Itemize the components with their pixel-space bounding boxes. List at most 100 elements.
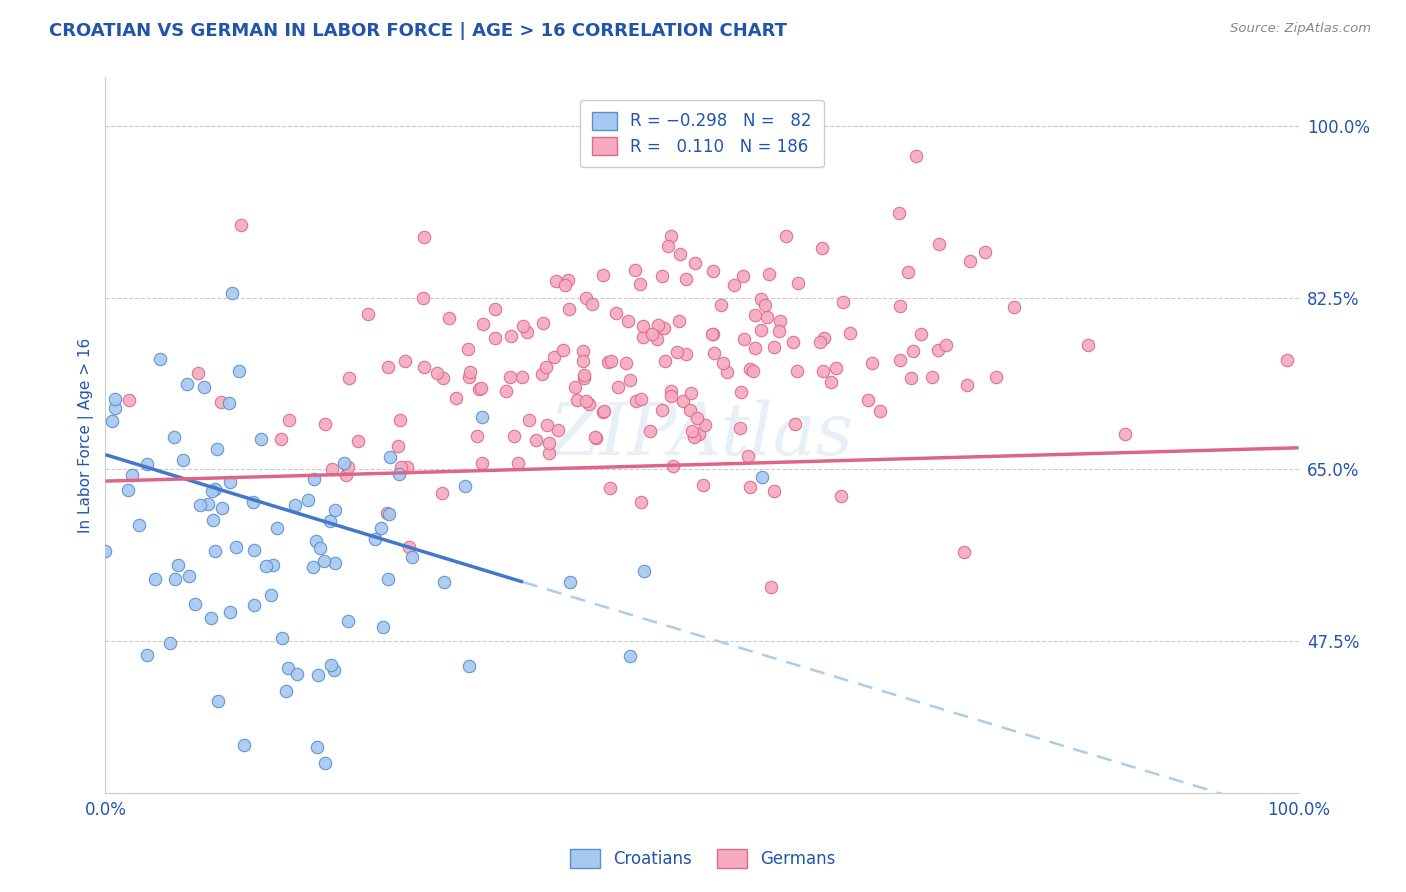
Text: Source: ZipAtlas.com: Source: ZipAtlas.com bbox=[1230, 22, 1371, 36]
Point bbox=[117, 483, 139, 498]
Point bbox=[953, 545, 976, 559]
Point bbox=[887, 205, 910, 219]
Point bbox=[928, 236, 950, 251]
Point bbox=[600, 353, 623, 368]
Point bbox=[242, 542, 264, 557]
Point bbox=[666, 344, 689, 359]
Point bbox=[659, 229, 682, 244]
Point bbox=[631, 330, 654, 344]
Point bbox=[219, 475, 242, 490]
Point bbox=[228, 364, 250, 378]
Point bbox=[104, 401, 127, 416]
Point bbox=[308, 541, 330, 555]
Point bbox=[617, 314, 640, 328]
Point bbox=[159, 636, 181, 650]
Point bbox=[606, 380, 628, 394]
Point bbox=[599, 481, 621, 495]
Point bbox=[377, 507, 399, 521]
Point bbox=[1114, 427, 1136, 442]
Point bbox=[869, 404, 891, 418]
Point bbox=[270, 432, 292, 446]
Point bbox=[526, 433, 548, 447]
Point bbox=[651, 268, 673, 283]
Point bbox=[749, 292, 772, 306]
Point bbox=[662, 459, 685, 474]
Point bbox=[820, 375, 842, 389]
Point bbox=[229, 219, 252, 233]
Point bbox=[531, 316, 554, 330]
Point bbox=[337, 371, 360, 385]
Point bbox=[900, 371, 922, 385]
Point bbox=[1275, 353, 1298, 368]
Legend: Croatians, Germans: Croatians, Germans bbox=[564, 843, 842, 875]
Point bbox=[647, 318, 669, 332]
Point bbox=[307, 668, 329, 682]
Point bbox=[484, 331, 506, 345]
Point bbox=[314, 756, 336, 771]
Point bbox=[825, 361, 848, 376]
Point bbox=[860, 356, 883, 370]
Point bbox=[619, 373, 641, 387]
Point bbox=[723, 277, 745, 292]
Point bbox=[94, 544, 117, 558]
Point bbox=[652, 320, 675, 334]
Point bbox=[337, 614, 360, 628]
Point bbox=[323, 663, 346, 677]
Point bbox=[172, 453, 194, 467]
Point bbox=[200, 611, 222, 625]
Point bbox=[921, 370, 943, 384]
Point bbox=[741, 363, 763, 377]
Point bbox=[628, 277, 651, 291]
Point bbox=[401, 549, 423, 564]
Point bbox=[262, 558, 284, 572]
Point bbox=[302, 560, 325, 574]
Point bbox=[592, 268, 614, 282]
Point bbox=[657, 239, 679, 253]
Point bbox=[744, 309, 766, 323]
Point bbox=[204, 482, 226, 496]
Point bbox=[897, 265, 920, 279]
Point bbox=[581, 297, 603, 311]
Point bbox=[163, 572, 186, 586]
Point bbox=[730, 385, 752, 400]
Point bbox=[654, 353, 676, 368]
Point bbox=[551, 343, 574, 358]
Point bbox=[432, 371, 454, 385]
Point bbox=[538, 446, 561, 460]
Point bbox=[458, 369, 481, 384]
Point bbox=[395, 460, 418, 475]
Point bbox=[544, 274, 567, 288]
Point bbox=[630, 495, 652, 509]
Point bbox=[221, 285, 243, 300]
Point bbox=[176, 377, 198, 392]
Point bbox=[702, 326, 724, 341]
Point bbox=[585, 431, 607, 445]
Point bbox=[811, 242, 834, 256]
Point bbox=[136, 648, 159, 662]
Point bbox=[572, 371, 595, 385]
Point bbox=[645, 332, 668, 346]
Point bbox=[575, 291, 598, 305]
Point bbox=[166, 558, 188, 573]
Point bbox=[121, 467, 143, 482]
Point bbox=[437, 311, 460, 326]
Point bbox=[751, 470, 773, 484]
Point bbox=[956, 377, 979, 392]
Point bbox=[910, 326, 932, 341]
Point bbox=[312, 554, 335, 568]
Point bbox=[307, 739, 329, 754]
Point bbox=[357, 307, 380, 321]
Point bbox=[583, 430, 606, 444]
Point bbox=[503, 429, 526, 443]
Point bbox=[547, 424, 569, 438]
Point bbox=[630, 392, 652, 407]
Point bbox=[242, 495, 264, 509]
Point bbox=[143, 572, 166, 586]
Point bbox=[378, 450, 401, 464]
Point bbox=[305, 534, 328, 549]
Point bbox=[596, 355, 619, 369]
Point bbox=[266, 521, 288, 535]
Point bbox=[543, 350, 565, 364]
Point bbox=[387, 439, 409, 453]
Point bbox=[274, 683, 297, 698]
